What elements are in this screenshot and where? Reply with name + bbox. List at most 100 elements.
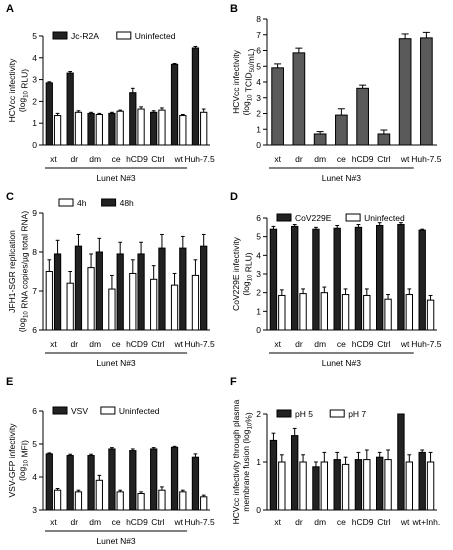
x-tick-label: dr xyxy=(71,339,79,349)
bar xyxy=(74,111,83,146)
bar xyxy=(53,489,62,511)
x-tick-label: xt xyxy=(274,517,281,527)
bar xyxy=(87,112,95,146)
bar xyxy=(333,459,341,511)
panel-b: B 0 1 2 3 4 5 6 7 8 HCVcc infectivity(log10 TCID50… xyxy=(230,3,442,183)
bar xyxy=(150,278,158,331)
bar xyxy=(137,253,145,331)
y-tick-label: 4 xyxy=(256,250,261,260)
y-tick-label: 3 xyxy=(256,269,261,279)
bar xyxy=(137,108,145,146)
x-tick-label: wt+Inh. xyxy=(412,517,441,527)
y-axis-label-units: (log10 RNA copies/µg total RNA) xyxy=(17,211,30,332)
bar xyxy=(53,115,62,146)
bar xyxy=(74,491,83,511)
x-tick-label: dm xyxy=(89,154,101,164)
y-tick-label: 5 xyxy=(256,61,261,71)
bar xyxy=(341,463,350,511)
legend-swatch xyxy=(52,406,68,415)
panel-e: E 3 4 5 6 VSV-GFP infectivity (log10 MFI) xt dr d… xyxy=(6,376,215,546)
y-tick-label: 9 xyxy=(32,208,37,218)
bar xyxy=(397,224,405,331)
group-label: Lunet N#3 xyxy=(96,536,135,546)
bar xyxy=(95,251,103,331)
x-tick-label: dr xyxy=(295,154,303,164)
bar xyxy=(116,110,124,146)
x-tick-label: Ctrl xyxy=(377,517,390,527)
bar xyxy=(341,294,350,331)
x-tick-label: hCD9 xyxy=(126,154,148,164)
bar xyxy=(269,228,278,331)
x-tick-label: ce xyxy=(337,517,346,527)
y-axis-label: HCVcc infectivity xyxy=(231,49,241,114)
x-tick-label: Ctrl xyxy=(151,339,164,349)
bar xyxy=(191,456,200,511)
y-tick-label: 0 xyxy=(256,325,261,335)
x-tick-label: dm xyxy=(314,339,326,349)
bar xyxy=(376,456,384,511)
x-tick-label: hCD9 xyxy=(352,154,374,164)
bar xyxy=(179,247,187,331)
panel-f: F 0 1 2 HCVcc infectivity through plasma memb… xyxy=(230,376,440,527)
x-tick-label: hCD9 xyxy=(352,517,374,527)
bar xyxy=(333,227,341,331)
bar xyxy=(313,133,327,146)
y-tick-label: 5 xyxy=(32,439,37,449)
y-tick-label: 0 xyxy=(32,140,37,150)
y-axis-label-units: (log10 TCID50/mL) xyxy=(241,48,256,115)
y-tick-label: 8 xyxy=(256,14,261,24)
bar xyxy=(179,115,187,146)
x-tick-label: xt xyxy=(50,339,57,349)
legend-swatch xyxy=(101,198,117,207)
legend-label: Uninfected xyxy=(119,406,160,416)
group-label: Lunet N#3 xyxy=(96,358,135,368)
bar xyxy=(405,294,413,331)
legend-swatch xyxy=(329,409,345,418)
y-tick-label: 6 xyxy=(32,325,37,335)
y-axis-label: JFH1-SGR replication xyxy=(7,230,17,313)
x-tick-label: Ctrl xyxy=(151,517,164,527)
legend-swatch xyxy=(52,31,68,40)
x-tick-label: Huh-7.5 xyxy=(411,339,442,349)
legend-swatch xyxy=(100,406,116,415)
group-label: Lunet N#3 xyxy=(322,173,361,183)
x-tick-label: hCD9 xyxy=(126,517,148,527)
bar xyxy=(137,493,145,511)
bar xyxy=(45,82,53,146)
legend-label: VSV xyxy=(71,406,88,416)
bar xyxy=(158,489,166,511)
y-tick-label: 6 xyxy=(256,213,261,223)
y-tick-label: 6 xyxy=(32,406,37,416)
y-tick-label: 0 xyxy=(256,505,261,515)
panel-letter: A xyxy=(6,3,14,15)
bar xyxy=(312,228,320,331)
bar xyxy=(108,112,116,146)
bar xyxy=(170,284,179,331)
bar xyxy=(291,435,299,511)
bar xyxy=(129,92,137,146)
y-tick-label: 2 xyxy=(256,409,261,419)
bar xyxy=(95,113,103,146)
legend-label: pH 5 xyxy=(295,409,313,419)
bar xyxy=(420,37,433,146)
bar xyxy=(405,461,413,511)
legend-swatch xyxy=(116,31,132,40)
y-tick-label: 1 xyxy=(32,118,37,128)
x-tick-label: dr xyxy=(295,339,303,349)
bar xyxy=(397,413,405,511)
bar xyxy=(45,453,53,511)
x-tick-label: wt xyxy=(400,517,410,527)
y-axis-label: HCVcc infectivity through plasma xyxy=(231,399,241,524)
bar xyxy=(335,114,348,146)
x-tick-label: wt xyxy=(400,339,410,349)
x-tick-label: hCD9 xyxy=(352,339,374,349)
x-tick-label: ce xyxy=(112,339,121,349)
y-tick-label: 2 xyxy=(256,288,261,298)
bar xyxy=(158,109,166,146)
bar xyxy=(87,267,95,331)
bar xyxy=(418,451,426,511)
bar xyxy=(191,274,200,331)
panel-letter: B xyxy=(230,3,238,15)
bar xyxy=(53,253,62,331)
x-tick-label: dm xyxy=(89,339,101,349)
